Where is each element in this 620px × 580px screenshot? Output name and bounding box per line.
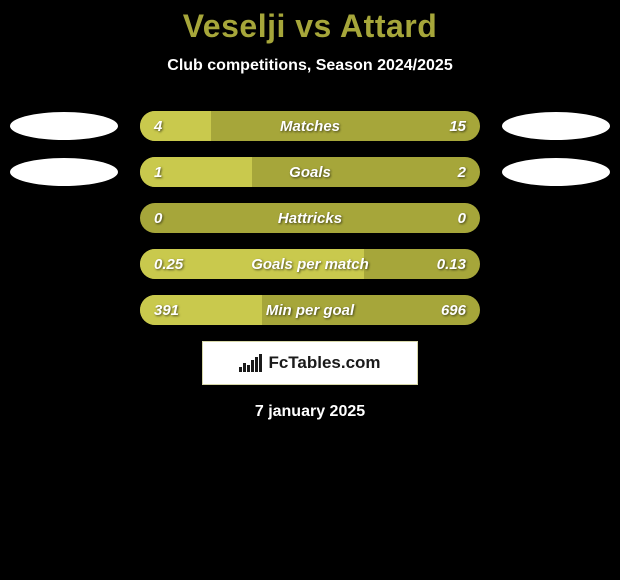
stat-bar: 4Matches15 — [140, 111, 480, 141]
stat-label: Min per goal — [140, 295, 480, 325]
stat-right-value: 696 — [441, 295, 466, 325]
footer-logo-text: FcTables.com — [268, 353, 380, 373]
date-label: 7 january 2025 — [0, 403, 620, 421]
subtitle: Club competitions, Season 2024/2025 — [0, 57, 620, 75]
stat-rows: 4Matches15 1Goals2 0Hattricks0 0.25Goals pe… — [0, 111, 620, 325]
stat-row: 0.25Goals per match0.13 — [0, 249, 620, 279]
stat-right-value: 0.13 — [437, 249, 466, 279]
stat-label: Matches — [140, 111, 480, 141]
player-right-ellipse — [502, 112, 610, 140]
player-left-ellipse — [10, 296, 118, 324]
stat-right-value: 2 — [458, 157, 466, 187]
stat-label: Hattricks — [140, 203, 480, 233]
player-right-ellipse — [502, 158, 610, 186]
player-left-ellipse — [10, 204, 118, 232]
stat-right-value: 0 — [458, 203, 466, 233]
comparison-infographic: Veselji vs Attard Club competitions, Sea… — [0, 0, 620, 421]
player-right-ellipse — [502, 296, 610, 324]
stat-row: 0Hattricks0 — [0, 203, 620, 233]
stat-right-value: 15 — [449, 111, 466, 141]
footer-logo[interactable]: FcTables.com — [202, 341, 418, 385]
stat-bar: 0.25Goals per match0.13 — [140, 249, 480, 279]
stat-bar: 0Hattricks0 — [140, 203, 480, 233]
stat-bar: 1Goals2 — [140, 157, 480, 187]
stat-bar: 391Min per goal696 — [140, 295, 480, 325]
stat-label: Goals — [140, 157, 480, 187]
player-left-ellipse — [10, 250, 118, 278]
stat-row: 4Matches15 — [0, 111, 620, 141]
bar-chart-icon — [239, 354, 262, 372]
stat-row: 1Goals2 — [0, 157, 620, 187]
stat-row: 391Min per goal696 — [0, 295, 620, 325]
page-title: Veselji vs Attard — [0, 8, 620, 45]
player-left-ellipse — [10, 112, 118, 140]
player-left-ellipse — [10, 158, 118, 186]
player-right-ellipse — [502, 250, 610, 278]
stat-label: Goals per match — [140, 249, 480, 279]
player-right-ellipse — [502, 204, 610, 232]
